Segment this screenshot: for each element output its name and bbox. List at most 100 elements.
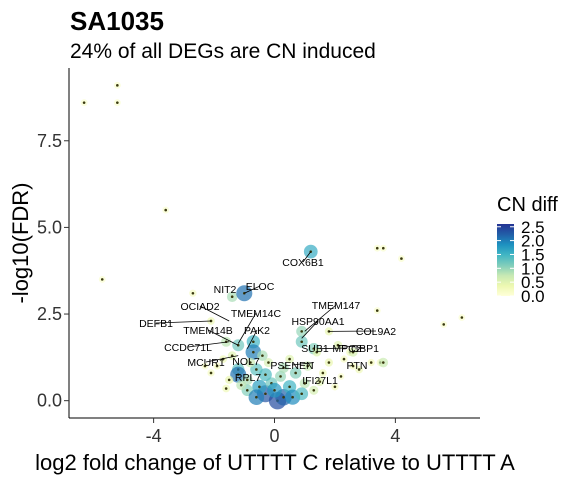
- leader-lines-layer: [155, 251, 377, 366]
- data-point-center: [333, 385, 337, 389]
- data-point-center: [381, 361, 385, 364]
- legend-tick-label: 1.0: [521, 259, 545, 278]
- data-point-center: [300, 330, 303, 333]
- x-tick-label: 4: [390, 426, 400, 446]
- data-point-center: [357, 368, 361, 371]
- data-point-center: [246, 378, 249, 382]
- data-point-center: [264, 392, 267, 396]
- x-tick-label: -4: [146, 426, 162, 446]
- data-point-center: [215, 364, 219, 368]
- data-point-center: [252, 340, 255, 344]
- data-point-center: [249, 361, 252, 364]
- data-point-center: [282, 366, 285, 370]
- gene-label: RPL7: [235, 372, 261, 384]
- chart-subtitle: 24% of all DEGs are CN induced: [70, 40, 376, 63]
- data-point-center: [236, 373, 240, 376]
- leader-line: [187, 341, 230, 348]
- data-point-center: [351, 350, 355, 354]
- data-point-center: [315, 350, 319, 354]
- legend-tick-label: 0.5: [521, 273, 545, 292]
- y-tick-label: 2.5: [37, 304, 62, 324]
- data-point-center: [381, 246, 385, 250]
- points-layer: [80, 81, 466, 410]
- data-point-center: [351, 364, 355, 368]
- legend: CN diff 0.00.51.01.52.02.5: [497, 194, 558, 306]
- gene-label: HSP90AA1: [291, 316, 344, 328]
- legend-colorbar: [497, 224, 514, 296]
- data-point-center: [279, 375, 282, 378]
- legend-tick-label: 2.5: [521, 218, 545, 237]
- data-point-center: [303, 382, 307, 385]
- data-point-center: [294, 371, 297, 375]
- legend-title: CN diff: [497, 194, 558, 216]
- data-point-center: [291, 395, 294, 399]
- leader-line: [337, 344, 366, 349]
- leader-line: [302, 251, 312, 263]
- y-tick-label: 0.0: [37, 391, 62, 411]
- data-point-center: [191, 291, 195, 295]
- data-point-center: [321, 371, 325, 375]
- data-point-center: [203, 364, 207, 368]
- data-point-center: [116, 101, 119, 104]
- data-point-center: [116, 84, 119, 87]
- ticks-layer: -4 0 4 0.0 2.5 5.0 7.5: [37, 131, 400, 446]
- y-axis-title: -log10(FDR): [8, 182, 33, 303]
- gene-label: IFI27L1: [302, 375, 338, 387]
- leader-line: [246, 329, 258, 349]
- gene-label: GBP1: [351, 343, 379, 355]
- data-point-center: [300, 340, 303, 344]
- gene-label: CCDC71L: [164, 342, 212, 354]
- data-point-center: [342, 357, 346, 361]
- legend-ticks: 0.00.51.01.52.02.5: [497, 218, 545, 306]
- gene-label: PTN: [347, 360, 368, 372]
- leader-line: [237, 312, 257, 344]
- chart-title: SA1035: [70, 6, 164, 36]
- data-point-center: [164, 208, 168, 212]
- legend-tick-label: 0.0: [521, 287, 545, 306]
- x-axis-title: log2 fold change of UTTTT C relative to …: [35, 450, 515, 475]
- data-point-center: [209, 371, 213, 375]
- gene-label: MCUR1: [187, 357, 224, 369]
- y-tick-label: 5.0: [37, 217, 62, 237]
- gene-label: TMEM14C: [231, 308, 282, 320]
- gene-label: ELOC: [246, 281, 275, 293]
- gene-label: OCIAD2: [180, 301, 219, 313]
- data-point-center: [327, 361, 331, 364]
- leader-line: [205, 355, 239, 363]
- legend-tick-label: 1.5: [521, 245, 545, 264]
- leader-line: [301, 320, 319, 339]
- data-point-center: [258, 385, 261, 389]
- data-point-center: [252, 350, 255, 354]
- data-point-center: [282, 395, 285, 399]
- y-tick-label: 7.5: [37, 131, 62, 151]
- data-point-center: [273, 388, 276, 392]
- data-point-center: [442, 323, 446, 326]
- data-point-center: [460, 316, 464, 319]
- x-tick-label: 0: [269, 426, 279, 446]
- gene-label: PAK2: [244, 325, 270, 337]
- gene-label: MPC2: [332, 343, 361, 355]
- leader-line: [199, 305, 230, 322]
- data-point-center: [255, 395, 258, 399]
- data-point-center: [306, 364, 310, 368]
- data-point-center: [375, 309, 379, 312]
- gene-label: SUB1: [301, 343, 329, 355]
- gene-label: DEFB1: [139, 318, 173, 330]
- data-point-center: [312, 388, 316, 392]
- data-point-center: [82, 101, 86, 104]
- data-point-center: [300, 392, 303, 396]
- gene-labels-layer: COX6B1 NIT2 ELOC OCIAD2 TMEM147 TMEM14C HSP90A…: [139, 257, 396, 387]
- gene-label: TMEM147: [312, 300, 361, 312]
- data-point-center: [288, 385, 291, 389]
- leader-line: [244, 285, 261, 294]
- gene-label: COX6B1: [282, 257, 324, 269]
- data-point-center: [255, 368, 258, 371]
- data-point-center: [100, 278, 104, 281]
- data-point-center: [267, 361, 270, 364]
- data-point-center: [227, 378, 231, 382]
- leader-line: [291, 362, 314, 366]
- data-point-center: [375, 246, 379, 250]
- leader-line: [207, 329, 239, 346]
- gene-label: PSENEN: [270, 360, 313, 372]
